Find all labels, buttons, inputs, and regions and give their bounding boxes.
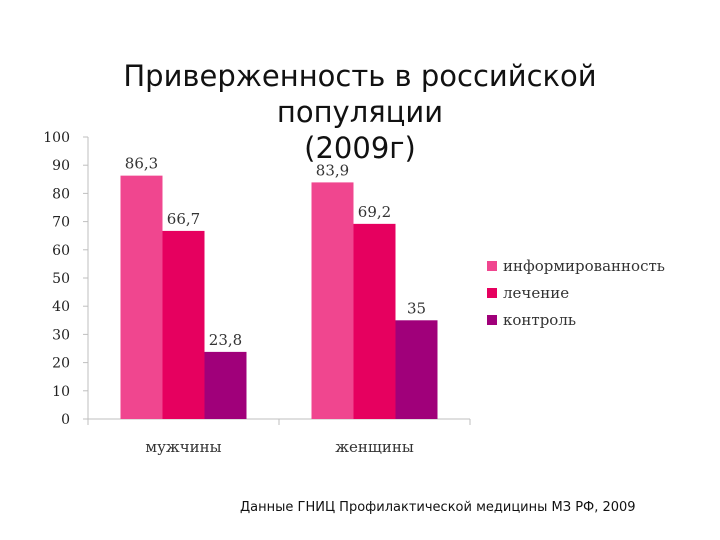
- legend-swatch: [487, 261, 497, 271]
- legend-label: информированность: [503, 257, 665, 275]
- y-tick-label: 30: [52, 327, 70, 343]
- data-label: 69,2: [358, 203, 391, 221]
- y-tick-label: 50: [52, 271, 70, 287]
- source-note: Данные ГНИЦ Профилактической медицины МЗ…: [240, 500, 636, 515]
- data-label: 66,7: [167, 210, 200, 228]
- bar: [395, 320, 438, 419]
- bar: [204, 351, 247, 419]
- y-tick-label: 70: [52, 215, 70, 231]
- chart-title: Приверженность в российской популяции (2…: [40, 58, 680, 166]
- y-tick-label: 90: [52, 158, 70, 174]
- category-label: женщины: [335, 438, 414, 456]
- data-label: 35: [407, 299, 426, 317]
- chart-title-line1: Приверженность в российской популяции: [123, 59, 597, 129]
- y-tick-label: 20: [52, 356, 70, 372]
- data-label: 23,8: [209, 331, 242, 349]
- bar: [353, 223, 396, 419]
- bar: [311, 182, 354, 419]
- y-tick-label: 60: [52, 243, 70, 259]
- bar: [120, 175, 163, 419]
- legend-label: лечение: [503, 284, 569, 302]
- data-label: 83,9: [316, 161, 349, 179]
- chart-title-line2: (2009г): [304, 131, 416, 165]
- legend-label: контроль: [503, 311, 576, 329]
- y-tick-label: 40: [52, 299, 70, 315]
- data-labels-layer: 86,3 66,7 23,8 83,9 69,2 35: [125, 155, 426, 349]
- y-tick-label: 100: [43, 130, 70, 146]
- y-tick-label: 80: [52, 186, 70, 202]
- legend: информированность лечение контроль: [487, 257, 665, 329]
- legend-swatch: [487, 288, 497, 298]
- y-tick-label: 0: [61, 412, 70, 428]
- data-label: 86,3: [125, 155, 158, 173]
- bar: [162, 230, 205, 419]
- category-label: мужчины: [145, 438, 221, 456]
- bars-layer: [120, 175, 438, 419]
- legend-swatch: [487, 315, 497, 325]
- y-tick-label: 10: [52, 384, 70, 400]
